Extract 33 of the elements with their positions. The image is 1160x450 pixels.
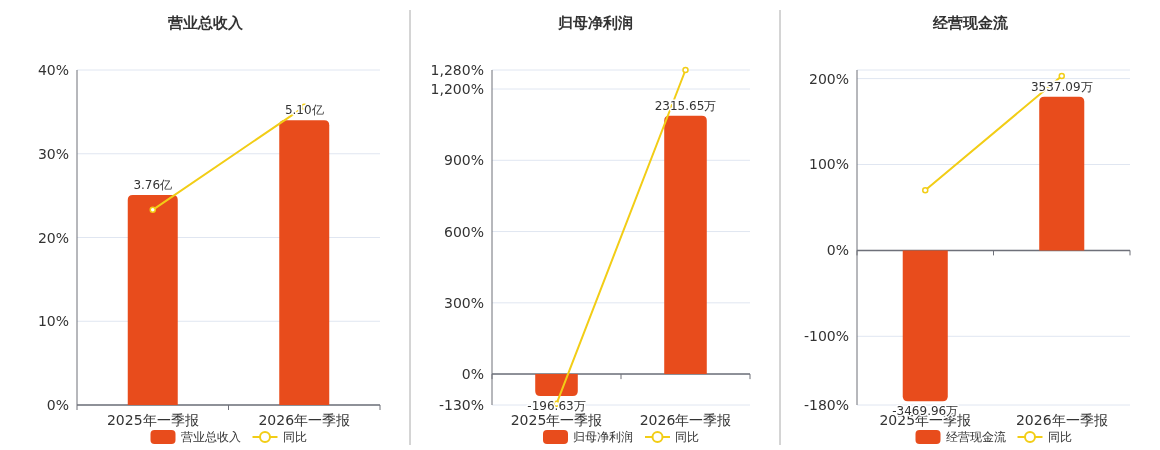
x-tick-label: 2025年一季报 <box>106 412 199 428</box>
chart-title: 营业总收入 <box>166 14 244 32</box>
y-tick-label: 100% <box>808 156 849 173</box>
legend-label: 经营现金流 <box>945 430 1006 444</box>
data-label: 3.76亿 <box>133 178 173 193</box>
chart-title: 经营现金流 <box>931 14 1009 32</box>
legend-label: 同比 <box>282 430 307 444</box>
y-tick-label: 10% <box>37 313 69 330</box>
y-tick-label: 0% <box>826 242 849 259</box>
y-tick-label: 0% <box>46 397 69 413</box>
chart-title: 归母净利润 <box>556 14 633 32</box>
x-tick-label: 2026年一季报 <box>258 412 351 428</box>
y-tick-label: 200% <box>808 70 849 87</box>
y-tick-label: -100% <box>803 328 849 345</box>
y-tick-label: -130% <box>438 397 484 413</box>
legend-label: 同比 <box>1047 430 1072 444</box>
y-tick-label: 300% <box>443 294 484 311</box>
y-tick-label: -180% <box>803 397 849 413</box>
y-tick-label: 1,200% <box>430 81 484 98</box>
legend-label: 归母净利润 <box>573 430 633 444</box>
y-tick-label: 40% <box>37 62 69 78</box>
legend-label: 同比 <box>675 430 699 444</box>
y-tick-label: 900% <box>443 152 484 169</box>
x-tick-label: 2026年一季报 <box>1015 412 1108 428</box>
y-tick-label: 30% <box>37 145 69 162</box>
y-tick-label: 1,280% <box>430 62 484 78</box>
data-label: -196.63万 <box>527 399 586 414</box>
y-tick-label: 20% <box>37 229 69 246</box>
x-tick-label: 2026年一季报 <box>639 412 732 428</box>
legend-label: 营业总收入 <box>180 430 241 444</box>
y-tick-label: 0% <box>461 366 484 383</box>
x-tick-label: 2025年一季报 <box>510 412 603 428</box>
y-tick-label: 600% <box>443 223 484 240</box>
